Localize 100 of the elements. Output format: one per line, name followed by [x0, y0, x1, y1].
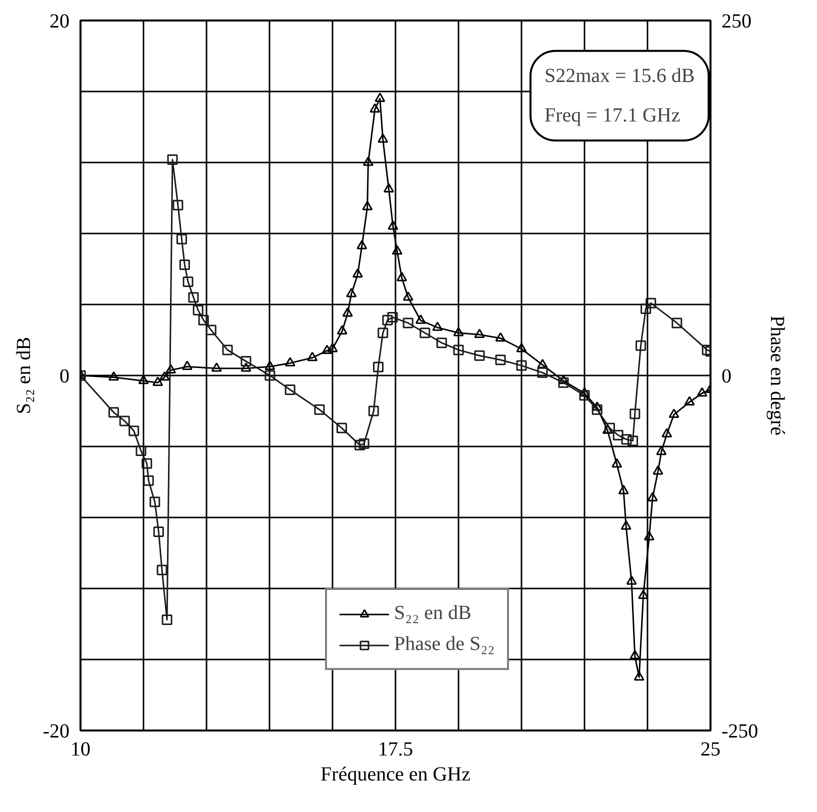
point [192, 304, 204, 316]
point [188, 292, 199, 303]
point [640, 304, 652, 314]
point [495, 332, 506, 342]
point [516, 342, 527, 352]
point [630, 650, 640, 660]
point [402, 291, 414, 301]
point [327, 342, 338, 352]
point [644, 531, 654, 540]
point [362, 156, 374, 166]
point [696, 387, 708, 397]
point [672, 318, 682, 328]
point [138, 374, 149, 384]
y-tick-label: -20 [42, 720, 70, 742]
point [621, 434, 632, 445]
x-tick-label: 10 [70, 738, 90, 760]
point [638, 590, 649, 599]
point [652, 465, 664, 475]
point [128, 426, 140, 436]
point [558, 374, 569, 384]
y-axis-title: S₂₂ en dB [12, 336, 35, 414]
point [415, 314, 426, 324]
point [354, 440, 366, 450]
point [374, 92, 386, 102]
point [119, 416, 130, 426]
point [612, 430, 624, 440]
point [143, 475, 154, 486]
point [108, 371, 119, 381]
point [453, 326, 464, 336]
point [420, 328, 430, 338]
point [495, 354, 506, 366]
point [136, 446, 146, 456]
point [307, 352, 318, 362]
point [167, 154, 178, 165]
point [240, 362, 252, 372]
point [373, 362, 384, 372]
point [284, 384, 296, 395]
x-tick-label: 17.5 [378, 738, 413, 760]
point [356, 240, 368, 250]
point [620, 520, 632, 530]
point [152, 376, 164, 386]
point [284, 357, 296, 366]
point [358, 438, 370, 449]
point [211, 362, 222, 372]
point [384, 183, 394, 192]
point [150, 496, 160, 508]
point [159, 371, 170, 381]
point [182, 276, 194, 288]
point [198, 314, 209, 326]
point [378, 133, 388, 143]
point [108, 407, 119, 418]
point [314, 404, 325, 415]
point [474, 350, 485, 361]
point [668, 408, 680, 418]
point [537, 367, 548, 378]
point [142, 458, 152, 469]
y2-tick-label: 0 [722, 366, 732, 388]
point [579, 387, 590, 397]
point [537, 358, 548, 368]
x-tick-label: 25 [700, 738, 720, 760]
point [684, 396, 695, 406]
y2-tick-label: 250 [722, 10, 752, 32]
point [382, 314, 393, 326]
point [362, 200, 373, 210]
point [634, 671, 644, 681]
point [182, 360, 192, 370]
point [646, 298, 656, 308]
point [626, 575, 637, 585]
point [612, 458, 622, 468]
point [618, 484, 629, 494]
point [264, 360, 276, 370]
point [396, 272, 408, 282]
point [162, 614, 172, 625]
y-tick-label: 20 [50, 10, 70, 32]
point [166, 364, 176, 374]
point [172, 200, 184, 210]
point [206, 324, 216, 336]
point [436, 338, 447, 348]
annotation: S22max = 15.6 dB [544, 64, 695, 87]
x-axis-title: Fréquence en GHz [320, 764, 471, 786]
point [628, 436, 638, 446]
point [368, 406, 379, 416]
point [453, 344, 464, 356]
legend-label: Phase de S₂₂ [394, 633, 495, 656]
point [264, 370, 276, 381]
point [153, 526, 164, 537]
point [579, 390, 590, 401]
point [662, 428, 672, 438]
point [342, 307, 353, 317]
y-tick-label: 0 [60, 366, 70, 388]
point [592, 404, 602, 415]
y2-axis-title: Phase en degré [766, 316, 788, 436]
point [558, 377, 569, 388]
point [336, 325, 348, 334]
point [402, 318, 414, 328]
point [336, 422, 347, 434]
point [156, 564, 168, 576]
point [432, 322, 443, 331]
point [370, 103, 380, 113]
y2-tick-label: -250 [722, 720, 758, 742]
